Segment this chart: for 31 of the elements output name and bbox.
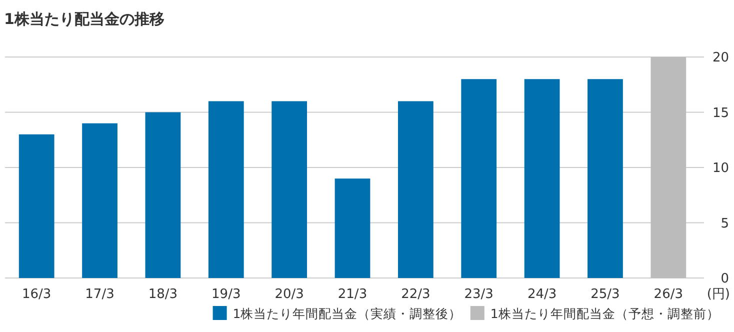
legend-label: 1株当たり年間配当金（予想・調整前）: [490, 306, 720, 321]
y-tick-label: 20: [712, 50, 729, 66]
x-tick-label: 23/3: [464, 287, 494, 302]
x-tick-label: 20/3: [274, 287, 304, 302]
x-tick-label: 24/3: [527, 287, 557, 302]
bar: [208, 101, 244, 278]
bar: [461, 79, 497, 278]
bar: [272, 101, 308, 278]
x-tick-label: 22/3: [401, 287, 430, 302]
bar: [524, 79, 560, 278]
x-tick-label: 17/3: [85, 287, 114, 302]
y-axis-title: (円): [706, 287, 730, 302]
bar: [398, 101, 434, 278]
y-tick-label: 5: [720, 216, 729, 232]
y-tick-label: 0: [720, 272, 729, 287]
x-tick-label: 16/3: [22, 287, 52, 302]
y-tick-label: 10: [712, 161, 729, 176]
x-tick-label: 21/3: [338, 287, 368, 302]
x-tick-label: 26/3: [654, 287, 684, 302]
bar: [18, 134, 54, 278]
chart-title: 1株当たり配当金の推移: [4, 10, 164, 28]
legend-label: 1株当たり年間配当金（実績・調整後）: [232, 306, 462, 321]
bar: [82, 123, 118, 278]
x-tick-label: 18/3: [148, 287, 178, 302]
bar: [334, 178, 370, 278]
bar: [145, 112, 181, 278]
x-tick-label: 19/3: [212, 287, 241, 302]
x-tick-label: 25/3: [590, 287, 620, 302]
y-tick-label: 15: [712, 106, 729, 121]
bar: [588, 79, 623, 278]
bar: [650, 57, 686, 278]
